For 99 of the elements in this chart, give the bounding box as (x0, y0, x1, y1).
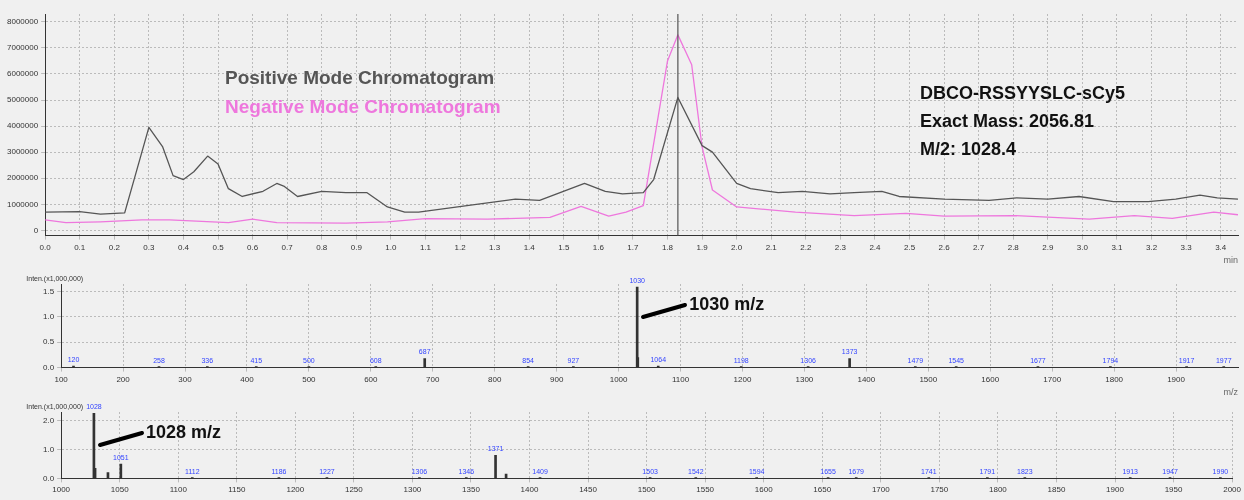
x-tick-label: 2.7 (973, 242, 985, 252)
y-tick-label: 2000000 (6, 173, 39, 183)
x-tick-label: 0.3 (143, 242, 155, 252)
x-tick-label: 900 (549, 374, 564, 384)
x-tick-label: 1550 (696, 485, 715, 495)
x-tick-label: 2.2 (800, 242, 812, 252)
x-tick-label: 1800 (1105, 374, 1124, 384)
x-tick-label: 0.2 (108, 242, 121, 252)
x-tick-label: 2.5 (903, 242, 916, 252)
x-tick-label: 0.8 (316, 242, 328, 252)
y-tick-label: 7000000 (6, 43, 39, 53)
x-tick-label: 600 (364, 374, 379, 384)
x-tick-label: 1100 (169, 485, 188, 495)
y-tick-label: 0.5 (43, 337, 55, 347)
y-tick-label: 3000000 (6, 147, 39, 157)
x-tick-label: 1.6 (592, 242, 605, 252)
x-tick-label: 700 (426, 374, 440, 384)
x-tick-label: 1800 (989, 485, 1008, 495)
x-tick-label: 1.3 (489, 242, 501, 252)
x-tick-label: 1000 (609, 374, 629, 384)
annotation: DBCO-RSSYYSLC-sCy5 (920, 83, 1126, 103)
x-tick-label: 1300 (795, 374, 814, 384)
y-tick-label: 5000000 (6, 95, 39, 105)
y-tick-label: 1.0 (43, 312, 55, 322)
x-tick-label: 2.8 (1007, 242, 1020, 252)
x-tick-label: 0.4 (177, 242, 190, 252)
x-tick-label: 1100 (671, 374, 690, 384)
x-tick-label: 1900 (1167, 374, 1186, 384)
x-tick-label: 1650 (813, 485, 832, 495)
x-tick-label: 2.3 (834, 242, 847, 252)
text: Positive Mode Chromatogram (225, 67, 495, 88)
x-tick-label: 1900 (1106, 485, 1125, 495)
x-tick-label: 1350 (462, 485, 481, 495)
x-tick-label: 1700 (1043, 374, 1062, 384)
annotation: Exact Mass: 2056.81 (920, 111, 1095, 131)
x-tick-label: 3.4 (1215, 242, 1227, 252)
x-tick-label: 1450 (579, 485, 598, 495)
x-tick-label: 1750 (930, 485, 949, 495)
x-tick-label: 0.9 (350, 242, 363, 252)
y-tick-label: 4000000 (6, 121, 39, 131)
x-tick-label: 1300 (403, 485, 422, 495)
x-tick-label: 1000 (52, 485, 71, 495)
x-tick-label: 2.9 (1042, 242, 1054, 252)
x-tick-label: 0.5 (212, 242, 225, 252)
x-tick-label: 2.1 (765, 242, 778, 252)
x-tick-label: 1250 (344, 485, 364, 495)
x-tick-label: 2.6 (938, 242, 951, 252)
y-tick-label: 1.5 (43, 286, 55, 296)
x-tick-label: 2.4 (869, 242, 882, 252)
x-tick-label: 1.7 (627, 242, 640, 252)
y-tick-label: 8000000 (6, 17, 39, 27)
y-tick-label: 6000000 (6, 69, 39, 79)
x-tick-label: 1200 (286, 485, 305, 495)
x-tick-label: 1950 (1164, 485, 1183, 495)
x-tick-label: 2000 (1223, 485, 1242, 495)
y-tick-label: 2.0 (43, 415, 55, 425)
x-tick-label: 3.2 (1146, 242, 1158, 252)
y-tick-label: 1000000 (6, 199, 39, 209)
x-tick-label: 1700 (871, 485, 891, 495)
x-tick-label: 800 (488, 374, 502, 384)
x-tick-label: 1400 (857, 374, 876, 384)
x-tick-label: 1150 (228, 485, 246, 495)
x-tick-label: 400 (240, 374, 255, 384)
x-tick-label: 1600 (754, 485, 774, 495)
x-tick-label: 100 (54, 374, 69, 384)
annotation: 1028 m/z (145, 422, 221, 443)
x-tick-label: 1400 (520, 485, 539, 495)
x-tick-label: 1.8 (661, 242, 674, 252)
x-tick-label: 300 (178, 374, 193, 384)
x-tick-label: 1850 (1047, 485, 1066, 495)
x-tick-label: 3.1 (1111, 242, 1124, 252)
x-tick-label: 1.2 (454, 242, 467, 252)
y-tick-label: 1.0 (43, 444, 55, 454)
x-tick-label: 1600 (981, 374, 1000, 384)
y-tick-label: 0.0 (43, 362, 55, 372)
x-tick-label: 0.1 (74, 242, 86, 252)
y-tick-label: 0 (33, 225, 39, 235)
x-tick-label: 200 (116, 374, 131, 384)
annotation: M/2: 1028.4 (920, 139, 1017, 159)
text: Negative Mode Chromatogram (225, 96, 501, 117)
x-tick-label: 1050 (110, 485, 130, 495)
x-tick-label: 3.0 (1076, 242, 1089, 252)
x-tick-label: 3.3 (1180, 242, 1193, 252)
x-tick-label: 0.6 (247, 242, 259, 252)
annotation: 1030 m/z (689, 293, 765, 314)
x-tick-label: 1200 (733, 374, 752, 384)
x-tick-label: 1.9 (696, 242, 709, 252)
x-tick-label: 1.1 (419, 242, 432, 252)
x-axis-title: min (1223, 255, 1238, 266)
x-tick-label: 500 (302, 374, 317, 384)
x-tick-label: 1500 (637, 485, 657, 495)
x-tick-label: 0.7 (281, 242, 294, 252)
x-tick-label: 1.4 (523, 242, 536, 252)
x-tick-label: 1.5 (558, 242, 570, 252)
x-axis-title: m/z (1223, 387, 1239, 398)
x-tick-label: 2.0 (731, 242, 743, 252)
y-tick-label: 0.0 (43, 473, 55, 483)
x-tick-label: 1500 (919, 374, 938, 384)
x-tick-label: 1.0 (385, 242, 398, 252)
